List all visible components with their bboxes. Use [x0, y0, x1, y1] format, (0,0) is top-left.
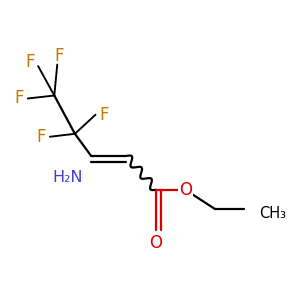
Text: H₂N: H₂N	[52, 169, 83, 184]
Text: F: F	[36, 128, 46, 146]
Text: F: F	[14, 89, 24, 107]
Text: CH₃: CH₃	[259, 206, 286, 220]
Text: F: F	[25, 53, 34, 71]
Text: F: F	[54, 47, 64, 65]
Text: O: O	[149, 234, 162, 252]
Text: O: O	[179, 181, 192, 199]
Text: F: F	[99, 106, 109, 124]
